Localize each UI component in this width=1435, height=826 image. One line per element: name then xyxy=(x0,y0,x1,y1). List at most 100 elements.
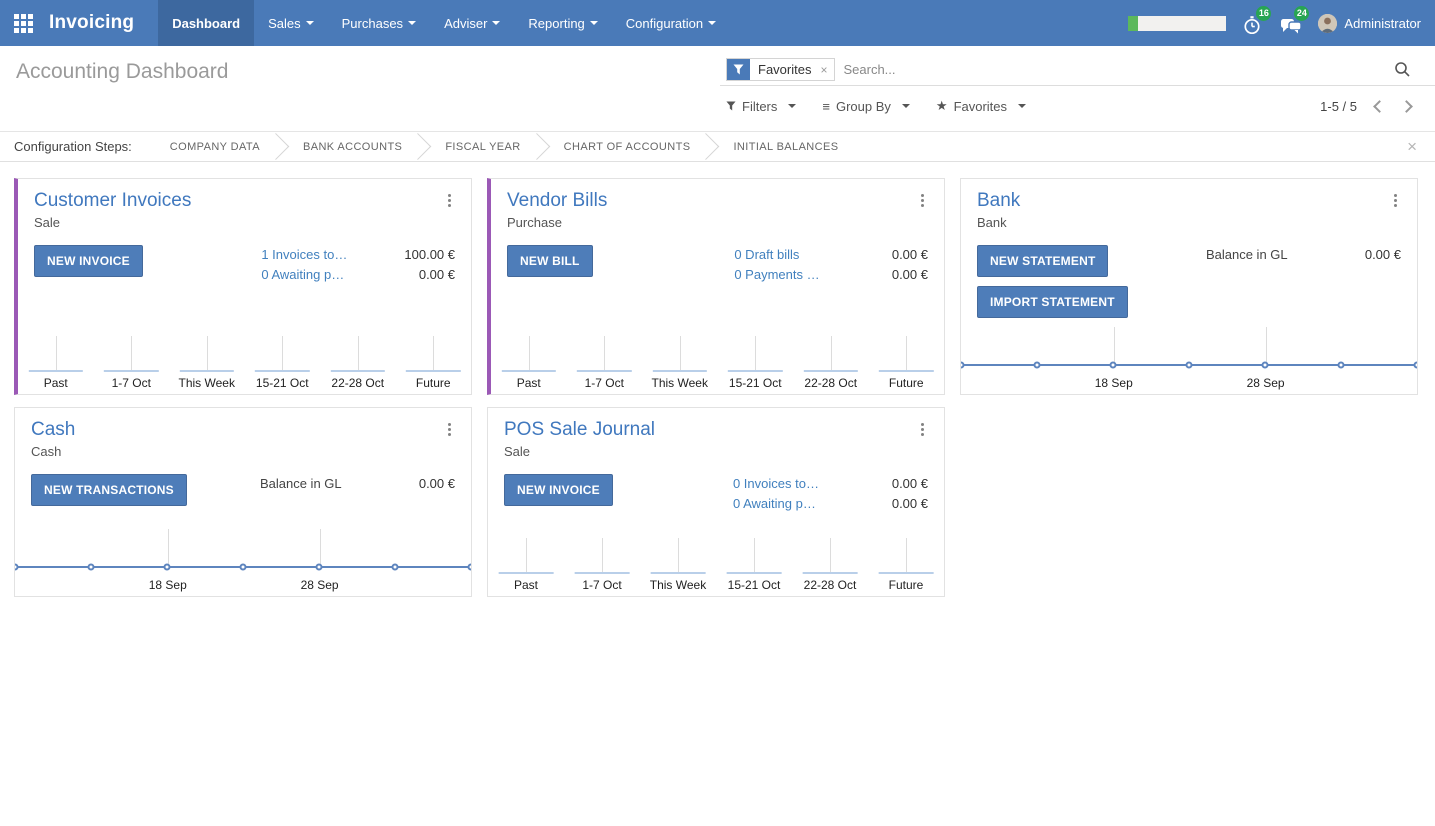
configuration-steps-label: Configuration Steps: xyxy=(14,139,132,154)
amount: 0.00 € xyxy=(891,247,928,262)
message-count-badge: 24 xyxy=(1294,6,1310,21)
hamburger-icon: ≡ xyxy=(822,98,830,114)
step-fiscal-year[interactable]: FISCAL YEAR xyxy=(445,140,521,153)
journal-card-bank: Bank Bank NEW STATEMENT IMPORT STATEMENT… xyxy=(960,178,1418,395)
avatar xyxy=(1318,13,1338,33)
card-title[interactable]: Customer Invoices xyxy=(34,190,192,211)
filter-funnel-icon xyxy=(727,59,750,80)
planner-progress-fill xyxy=(1128,15,1139,31)
pager: 1-5 / 5 xyxy=(1320,98,1413,114)
step-company-data[interactable]: COMPANY DATA xyxy=(169,140,260,153)
filter-toolbar: Filters ≡ Group By ★ Favorites 1-5 / 5 xyxy=(720,86,1435,114)
top-navbar: Invoicing Dashboard Sales Purchases Advi… xyxy=(0,0,1435,46)
pager-next-icon[interactable] xyxy=(1400,99,1413,113)
menu-purchases[interactable]: Purchases xyxy=(328,0,430,46)
step-separator xyxy=(523,133,550,160)
card-title[interactable]: Vendor Bills xyxy=(507,190,608,211)
new-invoice-button[interactable]: NEW INVOICE xyxy=(504,474,613,506)
amount: 0.00 € xyxy=(891,496,928,511)
main-menu: Dashboard Sales Purchases Adviser Report… xyxy=(158,0,730,46)
draft-bills-link[interactable]: 0 Draft bills xyxy=(734,247,800,262)
kebab-menu-icon[interactable] xyxy=(915,190,930,212)
card-subtitle: Bank xyxy=(977,215,1007,230)
activity-count-badge: 16 xyxy=(1256,6,1272,21)
close-icon[interactable]: × xyxy=(1407,137,1417,156)
step-separator xyxy=(262,133,290,160)
balance-in-gl-label: Balance in GL xyxy=(1205,247,1288,262)
card-title[interactable]: Cash xyxy=(31,419,76,440)
timer-icon xyxy=(1244,16,1260,35)
step-separator xyxy=(692,133,720,160)
card-subtitle: Sale xyxy=(34,215,61,230)
menu-reporting[interactable]: Reporting xyxy=(514,0,611,46)
control-panel: Accounting Dashboard Favorites × Filters xyxy=(0,46,1435,132)
facet-label: Favorites xyxy=(758,62,812,77)
planner-progress-bar[interactable] xyxy=(1128,15,1227,31)
search-icon[interactable] xyxy=(1394,61,1411,78)
chat-icon xyxy=(1281,19,1303,34)
journal-card-vendor-bills: Vendor Bills Purchase NEW BILL 0 Draft b… xyxy=(487,178,945,395)
search-facet-favorites[interactable]: Favorites × xyxy=(726,58,836,81)
new-transactions-button[interactable]: NEW TRANSACTIONS xyxy=(31,474,187,506)
chevron-down-icon xyxy=(708,21,717,25)
chevron-down-icon xyxy=(901,104,910,108)
chevron-down-icon xyxy=(492,21,501,25)
kebab-menu-icon[interactable] xyxy=(442,419,457,441)
search-bar: Favorites × xyxy=(720,54,1435,86)
chevron-down-icon xyxy=(1018,104,1027,108)
card-title[interactable]: POS Sale Journal xyxy=(504,419,656,440)
pager-previous-icon[interactable] xyxy=(1373,99,1386,113)
dashboard-kanban: Customer Invoices Sale NEW INVOICE 1 Inv… xyxy=(0,162,1435,613)
new-invoice-button[interactable]: NEW INVOICE xyxy=(34,245,143,277)
kebab-menu-icon[interactable] xyxy=(442,190,457,212)
awaiting-payments-link[interactable]: 0 Awaiting p… xyxy=(261,267,345,282)
amount: 0.00 € xyxy=(891,267,928,282)
new-bill-button[interactable]: NEW BILL xyxy=(507,245,593,277)
step-chart-of-accounts[interactable]: CHART OF ACCOUNTS xyxy=(563,140,691,153)
card-subtitle: Cash xyxy=(31,444,62,459)
payments-link[interactable]: 0 Payments … xyxy=(734,267,820,282)
awaiting-payments-link[interactable]: 0 Awaiting p… xyxy=(732,496,816,511)
apps-grid-icon[interactable] xyxy=(14,13,33,33)
facet-remove-icon[interactable]: × xyxy=(820,62,828,77)
amount: 100.00 € xyxy=(404,247,455,262)
mini-bar-chart: Past 1-7 Oct This Week 15-21 Oct 22-28 Oct Fu… xyxy=(18,286,471,394)
favorites-button[interactable]: ★ Favorites xyxy=(935,98,1027,114)
app-brand[interactable]: Invoicing xyxy=(49,12,135,33)
step-bank-accounts[interactable]: BANK ACCOUNTS xyxy=(302,140,403,153)
filters-button[interactable]: Filters xyxy=(726,99,797,114)
chevron-down-icon xyxy=(788,104,797,108)
mini-line-chart: 18 Sep 28 Sep xyxy=(15,510,471,596)
kebab-menu-icon[interactable] xyxy=(1388,190,1403,212)
pager-range: 1-5 / 5 xyxy=(1320,98,1357,114)
menu-adviser[interactable]: Adviser xyxy=(430,0,514,46)
card-subtitle: Sale xyxy=(504,444,531,459)
invoices-to-validate-link[interactable]: 1 Invoices to… xyxy=(261,247,348,262)
user-name: Administrator xyxy=(1344,15,1421,31)
activities-button[interactable]: 16 xyxy=(1242,6,1272,35)
filter-funnel-icon xyxy=(726,101,736,111)
messages-button[interactable]: 24 xyxy=(1280,6,1310,35)
chevron-down-icon xyxy=(408,21,417,25)
user-menu[interactable]: Administrator xyxy=(1318,13,1421,33)
step-initial-balances[interactable]: INITIAL BALANCES xyxy=(733,140,839,153)
page-title: Accounting Dashboard xyxy=(16,60,229,83)
chevron-down-icon xyxy=(589,21,598,25)
star-icon: ★ xyxy=(935,98,948,113)
menu-sales[interactable]: Sales xyxy=(254,0,328,46)
amount: 0.00 € xyxy=(891,476,928,491)
new-statement-button[interactable]: NEW STATEMENT xyxy=(977,245,1109,277)
balance-in-gl-label: Balance in GL xyxy=(259,476,342,491)
kebab-menu-icon[interactable] xyxy=(915,419,930,441)
journal-card-pos-sale-journal: POS Sale Journal Sale NEW INVOICE 0 Invo… xyxy=(487,407,945,597)
menu-configuration[interactable]: Configuration xyxy=(612,0,730,46)
group-by-button[interactable]: ≡ Group By xyxy=(822,99,910,114)
invoices-to-validate-link[interactable]: 0 Invoices to… xyxy=(732,476,819,491)
search-input[interactable] xyxy=(835,62,1394,77)
import-statement-button[interactable]: IMPORT STATEMENT xyxy=(977,286,1128,318)
amount: 0.00 € xyxy=(418,267,455,282)
card-subtitle: Purchase xyxy=(507,215,562,230)
menu-dashboard[interactable]: Dashboard xyxy=(158,0,255,46)
configuration-steps-bar: Configuration Steps: COMPANY DATA BANK A… xyxy=(0,132,1435,162)
card-title[interactable]: Bank xyxy=(977,190,1021,211)
